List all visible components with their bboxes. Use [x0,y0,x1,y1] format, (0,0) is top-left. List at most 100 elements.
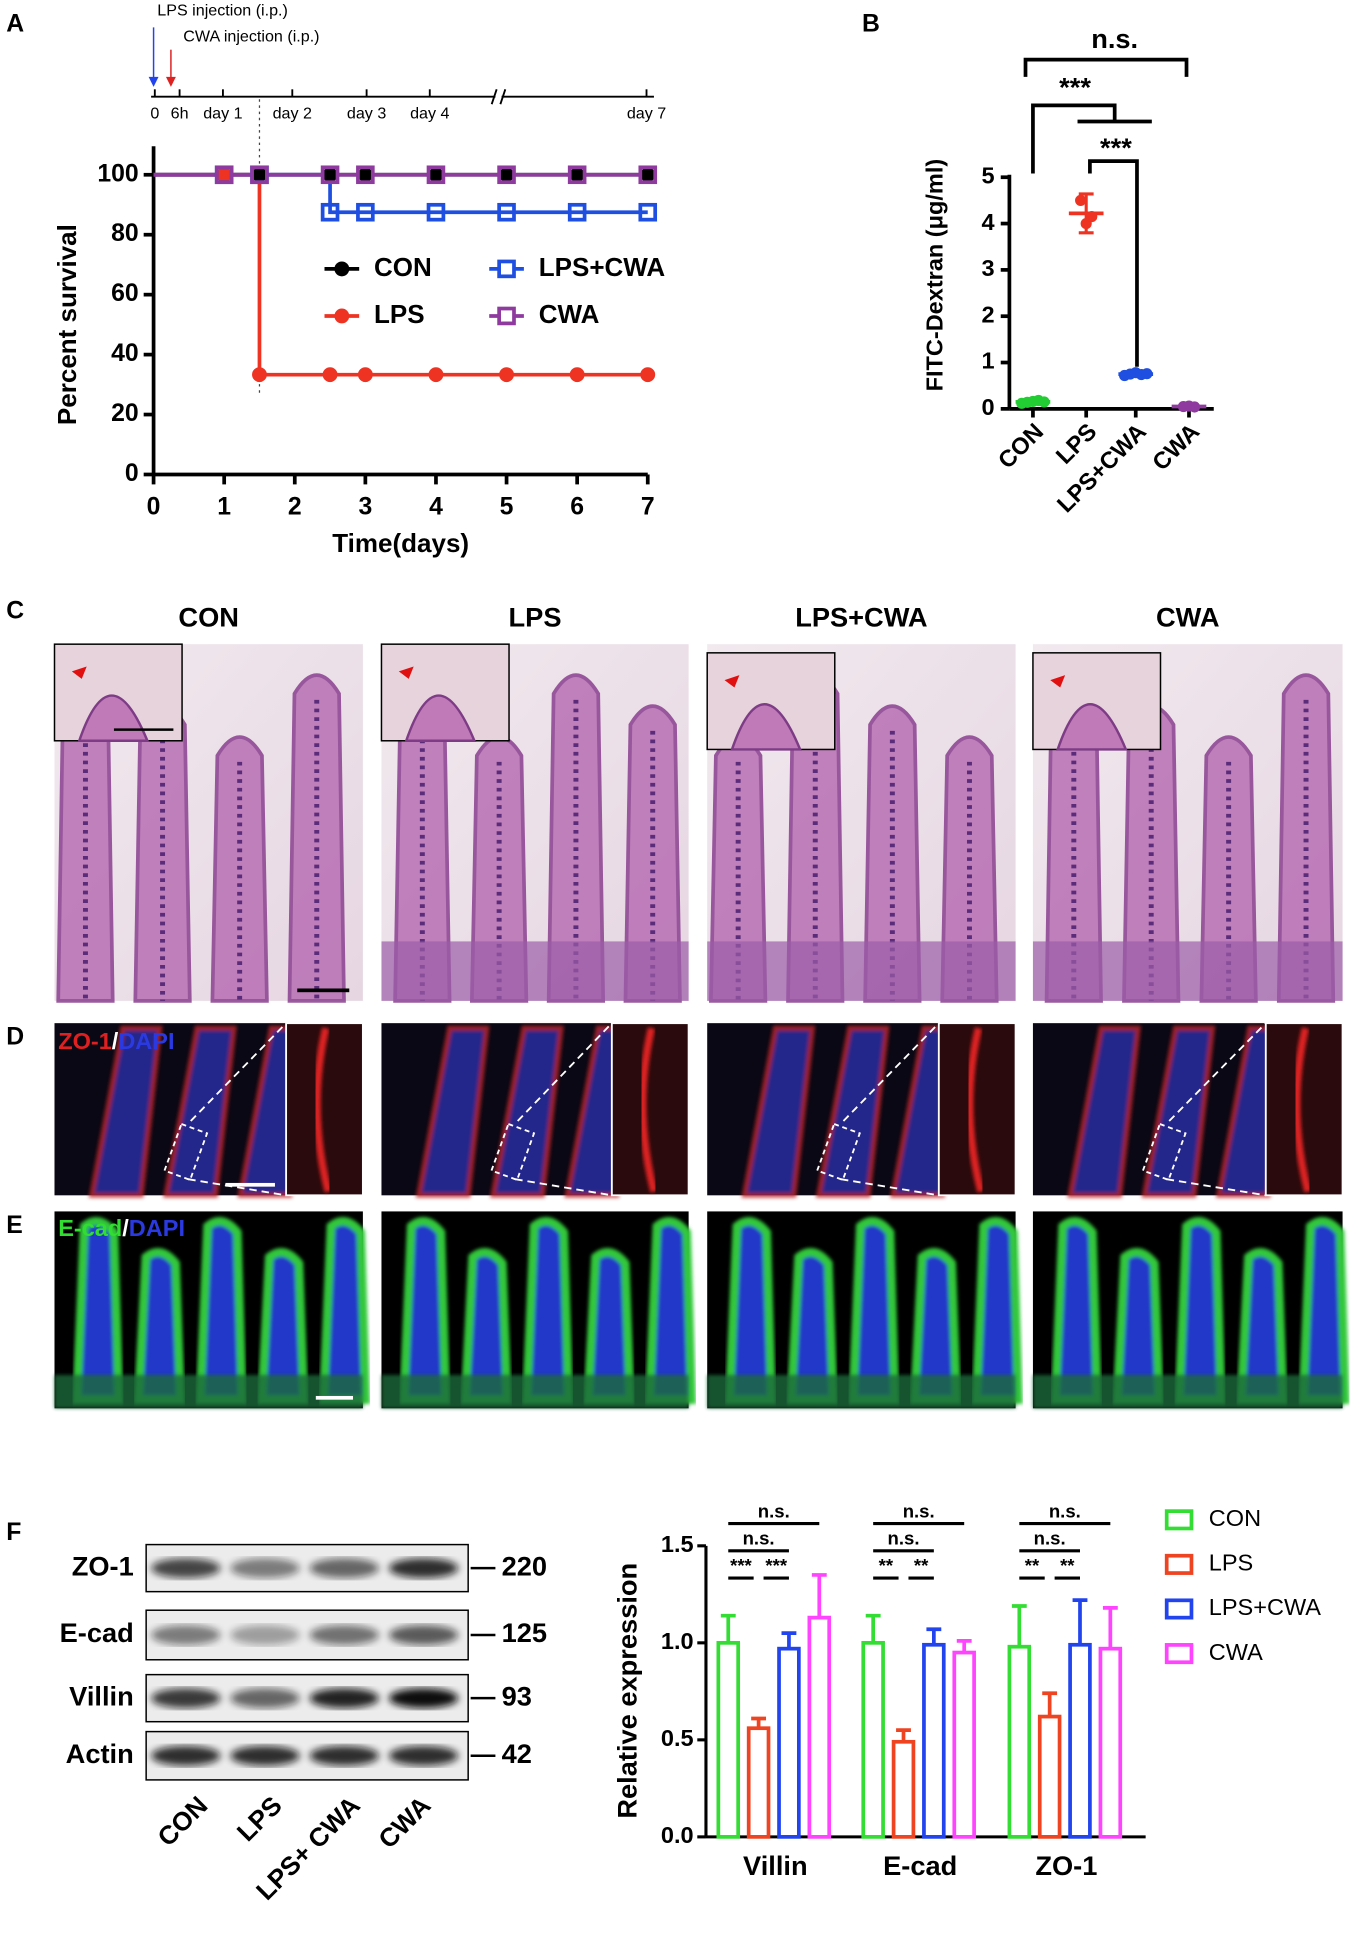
point [567,202,587,222]
if-villus [133,1247,186,1405]
if-villus [848,1217,900,1405]
if-villus [318,1217,371,1405]
timeline-tick-label: 0 [150,104,159,122]
scale-bar [297,988,350,993]
legend-label: CWA [539,299,600,329]
if-villus [72,1217,124,1405]
kda-label: 125 [502,1617,547,1648]
timeline-tick-label: day 4 [410,104,449,122]
bar [1007,1644,1032,1839]
cwa-arrowhead [165,76,176,87]
blot-band [151,1625,221,1645]
error-bar [720,1613,736,1643]
zoom-membrane [313,1027,332,1193]
zoom-membrane [639,1027,658,1193]
legend-swatch [1164,1553,1194,1575]
if-villus [460,1247,512,1405]
panel-label: D [6,1024,24,1051]
blot-band [309,1745,379,1766]
point [320,202,340,222]
kda-label: 93 [502,1680,532,1711]
y-tick-label: 1 [981,348,994,374]
inset-villus [404,694,477,743]
bracket [1088,159,1139,367]
y-tick-label: 80 [111,220,139,247]
scale-bar [225,1182,275,1187]
x-tick-label: 2 [288,493,302,520]
panel-label: F [6,1519,21,1546]
if-villus [909,1247,962,1405]
if-villus [399,1217,451,1405]
if-villus [741,1025,816,1198]
y-tick-label: 2 [981,301,994,327]
point [1141,368,1153,380]
legend-swatch [1164,1598,1194,1620]
error-bar [1072,1598,1088,1645]
point [428,167,444,183]
if-villus [724,1217,777,1405]
error-bar [956,1639,972,1653]
blot-band [388,1625,459,1645]
y-tick-label: 0.0 [661,1822,694,1848]
zoom-guide [515,1022,613,1197]
injection-label: LPS injection (i.p.) [157,2,288,20]
blot-band [230,1625,300,1645]
x-tick-label: 7 [641,493,655,520]
y-tick-label: 100 [97,160,138,187]
point [426,202,446,222]
arrowhead [398,666,414,679]
point [497,165,516,185]
error-bar [1042,1691,1058,1717]
error-bar [781,1631,797,1649]
point [640,367,656,383]
if-villus [257,1247,309,1405]
zoom-guide [840,1022,940,1197]
if-villus [583,1247,635,1405]
blot-band [309,1625,379,1645]
point [499,367,514,383]
channel-label: ZO-1/DAPI [58,1028,174,1054]
error-bar [926,1627,942,1645]
channel-label-part: DAPI [129,1215,185,1241]
y-tick-label: 4 [981,209,994,235]
bracket [1031,103,1152,174]
channel-label-part: DAPI [118,1028,174,1054]
blot-band [309,1558,379,1579]
x-tick-label: 0 [147,493,161,520]
legend-marker [334,308,350,324]
bar [1068,1642,1092,1839]
panel-label: A [6,10,24,37]
panel-label: B [862,10,880,37]
bar [922,1642,946,1839]
legend-swatch [1164,1643,1194,1665]
if-villus [971,1217,1023,1405]
y-tick-label: 1.0 [661,1628,694,1654]
protein-label: Villin [69,1680,134,1711]
legend-label: CON [374,252,432,282]
legend-label: LPS+CWA [539,252,666,282]
panel-label: E [6,1212,23,1239]
bar [891,1739,916,1839]
y-tick-label: 1.5 [661,1531,694,1557]
legend-label: LPS+CWA [1209,1594,1321,1620]
timeline-tick-label: day 1 [203,104,242,122]
point [640,167,656,183]
significance-label: n.s. [903,1500,935,1521]
if-villus [1174,1217,1226,1405]
channel-label-part: / [112,1028,119,1054]
panel-label: C [6,598,24,625]
blot-band [230,1745,300,1766]
blot-band [388,1688,459,1709]
bar [777,1646,801,1839]
significance-label: ** [879,1555,894,1576]
point [1086,211,1098,223]
significance-label: *** [765,1555,787,1576]
bracket [1023,57,1189,77]
point [356,202,375,222]
x-tick-label: 1 [217,493,231,520]
arrowhead [71,666,87,679]
significance-label: n.s. [1034,1528,1066,1549]
if-villus [88,1025,163,1198]
x-tick-label: 5 [500,493,514,520]
point [497,202,516,222]
